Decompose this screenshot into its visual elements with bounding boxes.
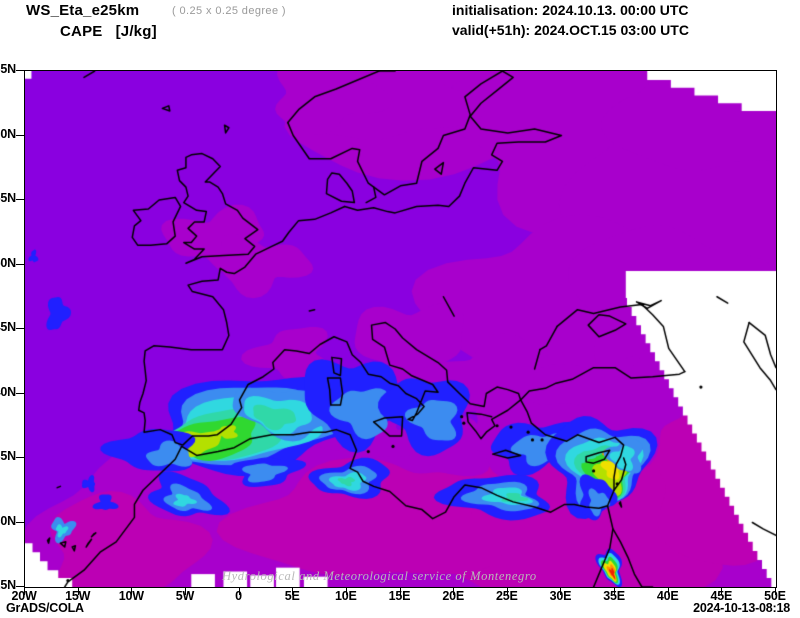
x-tick-mark	[775, 587, 776, 595]
y-tick-mark	[16, 392, 24, 394]
y-tick-mark	[16, 521, 24, 523]
y-tick-mark	[16, 586, 24, 587]
x-tick-mark	[292, 587, 294, 595]
y-tick-label: 60N	[0, 126, 16, 141]
x-tick-mark	[77, 587, 79, 595]
map-plot-area	[24, 70, 777, 588]
y-tick-mark	[16, 263, 24, 265]
x-tick-label: 25E	[495, 589, 518, 603]
x-tick-label: 10E	[335, 589, 357, 603]
x-tick-label: 45E	[710, 589, 733, 603]
y-tick-mark	[16, 70, 24, 71]
x-tick-label: 35E	[603, 589, 625, 603]
x-tick-label: 5E	[284, 589, 300, 603]
y-tick-label: 25N	[0, 578, 16, 592]
x-tick-label: 15E	[388, 589, 411, 603]
x-tick-label: 50E	[764, 589, 786, 603]
x-tick-mark	[131, 587, 133, 595]
y-tick-label: 45N	[0, 320, 16, 334]
x-tick-mark	[721, 587, 723, 595]
x-tick-mark	[345, 587, 347, 595]
y-tick-label: 35N	[0, 449, 16, 463]
render-timestamp-label: 2024-10-13-08:18	[693, 601, 790, 615]
x-tick-mark	[667, 587, 669, 595]
x-tick-mark	[24, 587, 25, 595]
grads-credit-label: GrADS/COLA	[6, 601, 84, 615]
cape-heatmap-canvas	[25, 71, 776, 587]
model-name-label: WS_Eta_e25km	[26, 2, 140, 19]
y-tick-label: 50N	[0, 255, 16, 270]
x-tick-mark	[614, 587, 616, 595]
x-tick-label: 5W	[175, 589, 195, 603]
y-tick-label: 65N	[0, 62, 16, 76]
x-tick-label: 10W	[118, 589, 144, 603]
model-resolution-label: ( 0.25 x 0.25 degree )	[172, 5, 286, 17]
x-tick-label: 20W	[11, 589, 37, 603]
x-tick-label: 20E	[442, 589, 464, 603]
x-tick-label: 30E	[549, 589, 572, 603]
y-tick-mark	[16, 457, 24, 458]
y-tick-mark	[16, 134, 24, 136]
x-tick-mark	[560, 587, 562, 595]
x-tick-label: 15W	[65, 589, 91, 603]
initialisation-time-label: initialisation: 2024.10.13. 00:00 UTC	[452, 2, 689, 18]
x-tick-mark	[238, 587, 240, 595]
y-tick-label: 55N	[0, 191, 16, 205]
x-tick-mark	[506, 587, 508, 595]
chart-header: WS_Eta_e25km ( 0.25 x 0.25 degree ) CAPE…	[0, 0, 800, 56]
x-tick-label: 0	[235, 589, 242, 603]
x-tick-label: 40E	[656, 589, 679, 603]
y-tick-mark	[16, 328, 24, 329]
x-tick-mark	[399, 587, 401, 595]
y-tick-label: 30N	[0, 513, 16, 528]
valid-time-label: valid(+51h): 2024.OCT.15 03:00 UTC	[452, 22, 689, 38]
x-tick-mark	[453, 587, 455, 595]
x-tick-mark	[184, 587, 186, 595]
y-tick-mark	[16, 199, 24, 200]
field-name-label: CAPE [J/kg]	[60, 23, 157, 40]
y-tick-label: 40N	[0, 384, 16, 399]
